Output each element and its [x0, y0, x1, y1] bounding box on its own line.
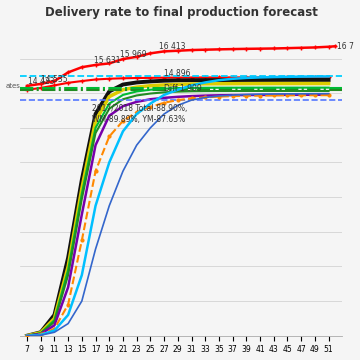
Text: 14 896: 14 896 — [164, 69, 190, 78]
Text: 2017/2018 Total-88.90%,
WM-89.89%, YM-87.63%: 2017/2018 Total-88.90%, WM-89.89%, YM-87… — [92, 104, 188, 124]
Title: Delivery rate to final production forecast: Delivery rate to final production foreca… — [45, 5, 318, 19]
Text: ates: ates — [6, 83, 21, 89]
Text: Diff 1 909: Diff 1 909 — [164, 84, 202, 93]
Text: 15 631: 15 631 — [94, 56, 121, 65]
Text: 14 535: 14 535 — [41, 75, 68, 84]
Text: 15 969: 15 969 — [120, 50, 146, 59]
Text: 14 423: 14 423 — [28, 77, 54, 86]
Text: 16 413: 16 413 — [159, 42, 186, 51]
Text: 16 7: 16 7 — [337, 42, 354, 51]
